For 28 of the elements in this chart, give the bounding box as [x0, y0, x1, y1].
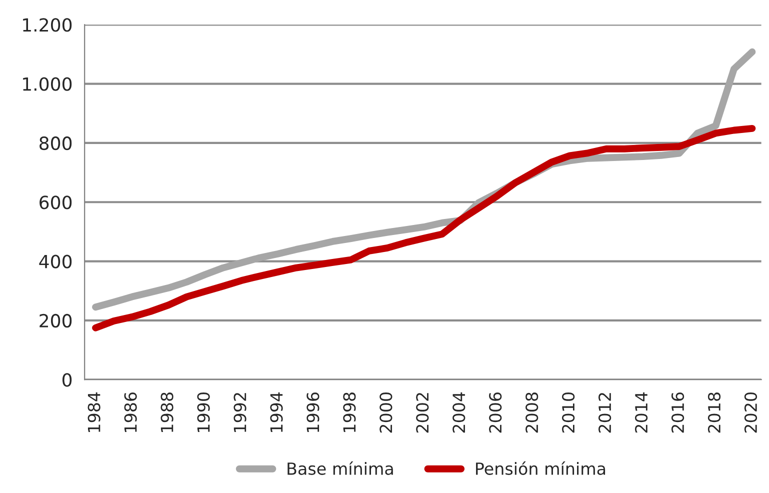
y-tick-label: 1.000 [23, 77, 72, 91]
x-tick-label: 1992 [234, 393, 246, 432]
y-tick-label: 800 [40, 136, 72, 150]
x-tick-label: 2010 [562, 392, 575, 433]
x-tick-label: 2012 [598, 393, 612, 433]
y-tick-label: 0 [62, 373, 72, 387]
x-tick-label: 1984 [88, 392, 100, 432]
y-tick-label: 1.200 [23, 18, 72, 32]
y-tick-label: 400 [39, 254, 72, 268]
x-tick-label: 2008 [526, 392, 538, 433]
x-tick-label: 2006 [489, 392, 502, 433]
x-tick-label: 2002 [416, 393, 429, 433]
y-tick-label: 600 [40, 196, 72, 210]
legend-label: Base mínima [288, 461, 393, 475]
x-tick-label: 1996 [306, 392, 320, 432]
x-tick-label: 1986 [124, 392, 137, 432]
x-tick-label: 2016 [671, 392, 684, 433]
y-tick-label: 200 [40, 314, 72, 328]
x-tick-label: 1998 [343, 392, 356, 432]
x-tick-label: 1990 [197, 392, 210, 432]
x-tick-label: 2004 [452, 392, 466, 433]
x-tick-label: 2014 [634, 392, 648, 433]
x-tick-label: 2018 [708, 392, 721, 433]
x-tick-label: 1994 [270, 392, 283, 432]
x-tick-label: 2000 [380, 392, 392, 433]
x-tick-label: 2020 [744, 392, 758, 433]
legend-label: Pensión mínima [476, 461, 606, 475]
x-tick-label: 1988 [160, 392, 174, 432]
